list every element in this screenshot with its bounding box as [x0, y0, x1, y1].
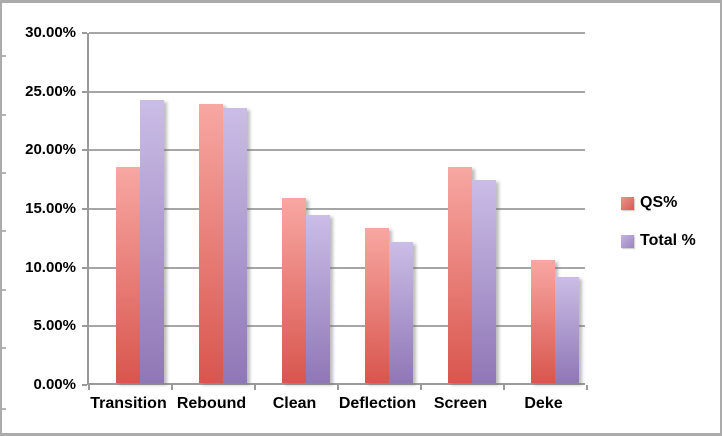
frame-column-mark: [127, 0, 132, 3]
frame-column-mark: [644, 0, 649, 3]
y-tick-label: 0.00%: [33, 376, 76, 393]
x-category-label-deke: Deke: [524, 395, 563, 412]
gridline: [89, 208, 585, 210]
y-tick-label: 30.00%: [25, 24, 76, 41]
legend-swatch-icon: [621, 234, 634, 248]
bar-total-clean: [305, 215, 330, 383]
bar-qs-transition: [115, 167, 140, 383]
frame-row-mark: [2, 55, 6, 57]
y-axis-tick: [82, 149, 87, 152]
frame-row-mark: [2, 172, 6, 174]
bar-qs-deflection: [364, 228, 389, 383]
x-axis-tick: [337, 385, 339, 390]
legend-swatch-icon: [621, 196, 634, 210]
gridline: [89, 32, 585, 34]
y-tick-label: 20.00%: [25, 141, 76, 159]
bar-qs-rebound: [198, 103, 223, 383]
x-axis-tick: [88, 385, 90, 390]
x-axis-tick: [503, 385, 505, 390]
y-axis-tick: [82, 384, 87, 386]
x-axis-tick: [420, 385, 422, 390]
frame-row-mark: [2, 114, 6, 116]
x-category-label-rebound: Rebound: [176, 395, 247, 412]
legend-item: QS%: [621, 192, 696, 214]
frame-row-mark: [2, 289, 6, 291]
frame-column-mark: [383, 0, 388, 3]
legend-label: Total %: [640, 232, 696, 249]
x-category-label-deflection: Deflection: [338, 395, 417, 412]
frame-row-mark: [2, 230, 6, 232]
y-tick-label: 25.00%: [25, 82, 76, 100]
y-tick-label: 15.00%: [25, 200, 76, 217]
plot-area: [82, 32, 588, 390]
bar-total-deke: [554, 277, 579, 383]
bar-total-rebound: [222, 108, 247, 383]
bar-total-deflection: [388, 242, 413, 383]
frame-row-mark: [2, 347, 6, 349]
legend: QS% Total %: [621, 192, 696, 268]
bar-total-transition: [139, 100, 164, 383]
gridline: [89, 90, 585, 93]
bar-total-screen: [471, 180, 496, 383]
frame-row-mark: [2, 408, 6, 410]
legend-label: QS%: [640, 194, 678, 211]
y-tick-label: 10.00%: [25, 258, 76, 276]
y-tick-label: 5.00%: [33, 317, 76, 335]
legend-item: Total %: [621, 230, 696, 252]
x-category-label-screen: Screen: [433, 395, 488, 412]
gridline: [89, 325, 585, 328]
y-axis-tick: [82, 208, 87, 210]
bar-qs-clean: [281, 197, 306, 383]
bar-qs-deke: [530, 259, 555, 383]
bar-qs-screen: [447, 167, 472, 383]
x-axis-tick: [254, 385, 256, 390]
gridline: [89, 149, 585, 152]
y-axis-tick: [82, 90, 87, 93]
x-axis-tick: [586, 385, 588, 390]
y-axis-tick: [82, 32, 87, 34]
x-category-label-transition: Transition: [90, 395, 167, 412]
y-axis-tick: [82, 325, 87, 328]
x-axis-tick: [171, 385, 173, 390]
gridline: [89, 266, 585, 269]
x-category-label-clean: Clean: [272, 395, 317, 412]
y-axis-tick: [82, 266, 87, 269]
